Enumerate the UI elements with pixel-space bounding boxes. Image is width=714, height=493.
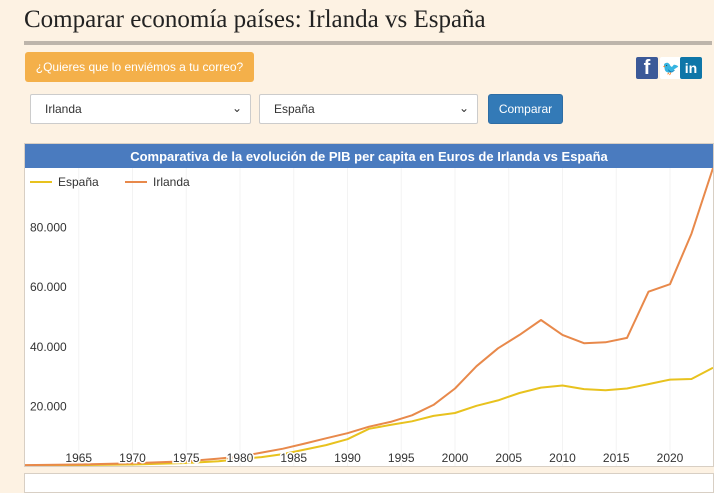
x-tick-label: 1970 bbox=[119, 451, 146, 465]
y-tick-label: 40.000 bbox=[30, 340, 67, 354]
x-tick-label: 1995 bbox=[388, 451, 415, 465]
x-tick-label: 1965 bbox=[65, 451, 92, 465]
x-tick-label: 2010 bbox=[549, 451, 576, 465]
legend-label-ireland: Irlanda bbox=[153, 175, 190, 189]
title-divider bbox=[24, 41, 712, 45]
country-2-value: España bbox=[274, 102, 315, 116]
y-tick-label: 80.000 bbox=[30, 221, 67, 235]
x-tick-label: 2020 bbox=[657, 451, 684, 465]
x-tick-label: 2005 bbox=[495, 451, 522, 465]
twitter-icon[interactable]: 🐦 bbox=[660, 57, 682, 79]
chevron-down-icon: ⌄ bbox=[231, 101, 242, 115]
country-1-select[interactable]: Irlanda ⌄ bbox=[30, 94, 251, 124]
compare-button[interactable]: Comparar bbox=[488, 94, 563, 124]
y-tick-label: 20.000 bbox=[30, 399, 67, 413]
email-me-button[interactable]: ¿Quieres que lo enviémos a tu correo? bbox=[25, 52, 254, 82]
chart-panel: Comparativa de la evolución de PIB per c… bbox=[24, 143, 714, 467]
x-tick-label: 2000 bbox=[442, 451, 469, 465]
x-tick-label: 1975 bbox=[173, 451, 200, 465]
x-tick-label: 1990 bbox=[334, 451, 361, 465]
x-tick-label: 1985 bbox=[280, 451, 307, 465]
country-1-value: Irlanda bbox=[45, 102, 82, 116]
y-tick-label: 60.000 bbox=[30, 280, 67, 294]
series-line-spain bbox=[25, 366, 713, 466]
page-title: Comparar economía países: Irlanda vs Esp… bbox=[24, 6, 486, 33]
chart-title: Comparativa de la evolución de PIB per c… bbox=[25, 144, 713, 168]
chevron-down-icon: ⌄ bbox=[458, 101, 469, 115]
legend-label-spain: España bbox=[58, 175, 99, 189]
linkedin-icon[interactable]: in bbox=[680, 57, 702, 79]
x-tick-label: 1980 bbox=[227, 451, 254, 465]
facebook-icon[interactable]: f bbox=[636, 57, 658, 79]
secondary-panel bbox=[24, 473, 714, 493]
country-2-select[interactable]: España ⌄ bbox=[259, 94, 478, 124]
series-line-ireland bbox=[25, 167, 713, 466]
x-tick-label: 2015 bbox=[603, 451, 630, 465]
gdp-line-chart: 20.000 40.000 60.000 80.000 1965 1970 1975 1980… bbox=[25, 167, 713, 466]
